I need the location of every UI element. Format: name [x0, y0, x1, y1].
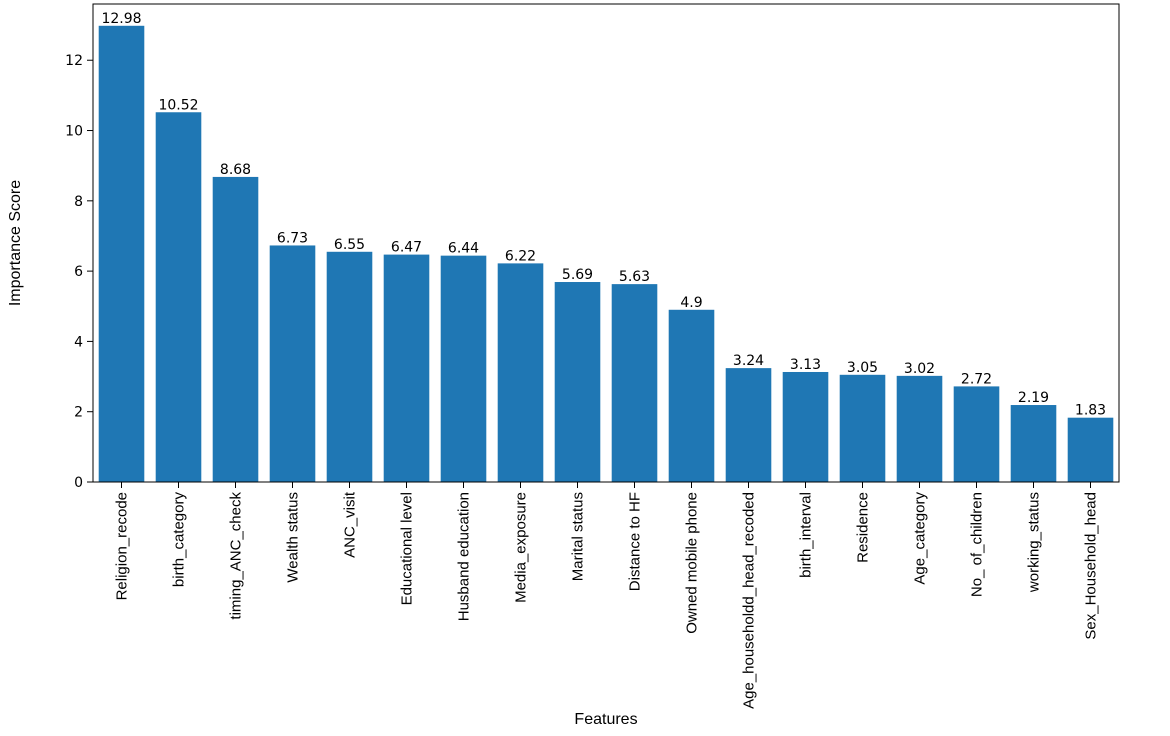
bar-value-label: 1.83: [1075, 403, 1106, 419]
bar-value-label: 5.69: [562, 267, 593, 283]
x-tick-label: Distance to HF: [627, 492, 644, 591]
bar: [611, 284, 658, 482]
bar-value-label: 3.13: [790, 357, 821, 373]
x-tick-label: Sex_Household_head: [1083, 492, 1100, 640]
bar-value-label: 2.19: [1018, 390, 1049, 406]
bar: [1010, 405, 1057, 482]
bar: [1067, 417, 1114, 482]
bar-value-label: 6.44: [448, 241, 479, 257]
bar: [497, 263, 544, 482]
bar: [554, 282, 601, 482]
x-tick-label: Wealth status: [285, 492, 302, 583]
bar-value-label: 4.9: [680, 295, 702, 311]
x-tick-label: birth_category: [171, 492, 188, 588]
bar: [896, 375, 943, 482]
bar-value-label: 10.52: [158, 97, 198, 113]
x-tick-label: Educational level: [399, 492, 416, 605]
y-ticks: 0 2 4 6 8 10 12: [65, 53, 93, 491]
bar-value-label: 6.22: [505, 248, 536, 264]
bar: [212, 176, 259, 482]
y-tick-label: 4: [74, 334, 83, 350]
bar: [269, 245, 316, 482]
bar: [440, 255, 487, 482]
bar: [326, 251, 373, 482]
y-tick-label: 10: [65, 124, 83, 140]
bar: [725, 368, 772, 482]
bar: [383, 254, 430, 482]
x-tick-label: ANC_visit: [342, 491, 359, 558]
bar-value-label: 6.47: [391, 240, 422, 256]
bar-value-label: 5.63: [619, 269, 650, 285]
x-tick-label: Owned mobile phone: [684, 492, 701, 634]
y-tick-label: 6: [74, 264, 83, 280]
x-tick-label: Age_householdd_head_recoded: [741, 492, 758, 709]
bar-value-label: 2.72: [961, 371, 992, 387]
x-tick-label: No_ of_children: [969, 492, 986, 597]
bar-value-label: 3.02: [904, 361, 935, 377]
plot-frame: [92, 3, 1120, 483]
bar-value-label: 3.24: [733, 353, 764, 369]
x-tick-label: timing_ANC_check: [228, 492, 245, 620]
x-tick-label: working_status: [1026, 492, 1043, 593]
x-axis-title: Features: [574, 711, 637, 728]
x-tick-label: Residence: [855, 492, 872, 563]
bar: [98, 25, 145, 483]
x-tick-label: Husband education: [456, 492, 473, 621]
x-tick-label: Media_exposure: [513, 492, 530, 603]
bar-value-labels: 12.98 10.52 8.68 6.73 6.55 6.47 6.44 6.22 5.69 5.…: [101, 11, 1106, 419]
bar-value-label: 6.73: [277, 230, 308, 246]
x-ticks: Religion_recode birth_category timing_ANC_…: [114, 482, 1100, 709]
bars: [98, 25, 1114, 483]
y-axis-title: Importance Score: [7, 180, 24, 306]
bar-value-label: 12.98: [101, 11, 141, 27]
x-tick-label: birth_interval: [798, 492, 815, 578]
x-tick-label: Marital status: [570, 492, 587, 581]
y-tick-label: 12: [65, 53, 83, 69]
bar: [155, 112, 202, 483]
bar-value-label: 3.05: [847, 360, 878, 376]
bar: [953, 386, 1000, 482]
bar: [839, 374, 886, 482]
bar: [782, 371, 829, 482]
x-tick-label: Age_category: [912, 492, 929, 585]
y-tick-label: 2: [74, 405, 83, 421]
x-tick-label: Religion_recode: [114, 492, 131, 600]
bar-value-label: 6.55: [334, 237, 365, 253]
y-tick-label: 8: [74, 194, 83, 210]
y-tick-label: 0: [74, 475, 83, 491]
bar-value-label: 8.68: [220, 162, 251, 178]
bar: [668, 309, 715, 482]
